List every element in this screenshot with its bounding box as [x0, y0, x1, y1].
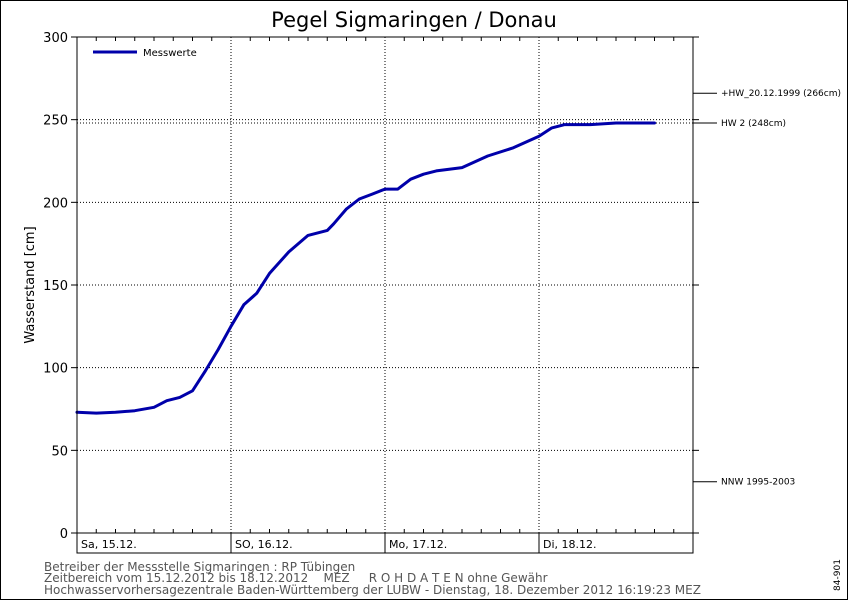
data-point: [178, 396, 181, 399]
data-point: [512, 146, 515, 149]
plot-border: [76, 36, 694, 534]
data-point: [396, 187, 399, 191]
y-axis: 0 50 100 150 200 250 300: [43, 31, 699, 542]
y-tick-label-0: 0: [60, 527, 68, 542]
y-tick-label-250: 250: [43, 114, 68, 129]
data-point: [255, 292, 258, 295]
data-point: [358, 197, 361, 201]
reference-label-2: NNW 1995-2003: [721, 478, 795, 488]
legend-label-messwerte: Messwerte: [143, 48, 197, 59]
data-point: [306, 234, 310, 237]
chart-title: Pegel Sigmaringen / Donau: [271, 8, 557, 32]
data-point: [589, 123, 592, 126]
data-point: [332, 222, 335, 225]
y-tick-label-150: 150: [43, 279, 68, 294]
data-point: [460, 166, 464, 169]
data-point: [95, 411, 98, 415]
day-band: [76, 532, 694, 554]
grid: [77, 37, 693, 553]
data-point: [422, 173, 425, 176]
data-point: [614, 121, 618, 125]
data-point: [486, 154, 489, 158]
data-point: [537, 135, 541, 138]
footer-operator: Betreiber der Messstelle Sigmaringen : R…: [44, 560, 355, 574]
x-day-label-0: Sa, 15.12.: [81, 538, 137, 551]
data-point: [409, 178, 412, 181]
data-point: [191, 389, 194, 392]
reference-label-1: HW 2 (248cm): [721, 119, 786, 129]
data-point: [287, 250, 290, 254]
x-day-label-2: Mo, 17.12.: [389, 538, 447, 551]
data-point: [133, 409, 136, 412]
reference-lines: +HW_20.12.1999 (266cm) HW 2 (248cm) NNW 19…: [77, 89, 841, 488]
data-point: [242, 303, 245, 306]
data-point: [229, 325, 233, 328]
side-code: 84-901: [833, 559, 843, 591]
y-tick-label-100: 100: [43, 362, 68, 377]
data-point: [114, 411, 117, 414]
series-line-0: [75, 121, 656, 415]
data-point: [165, 399, 168, 402]
data-point: [204, 369, 207, 373]
y-tick-label-50: 50: [51, 444, 68, 459]
data-point: [217, 348, 220, 351]
data-point: [653, 121, 656, 125]
data-point: [152, 406, 156, 409]
data-point: [345, 207, 348, 211]
data-point: [563, 123, 566, 126]
data-point: [640, 121, 643, 125]
legend: Messwerte: [93, 48, 197, 59]
data-point: [371, 192, 374, 196]
data-point: [550, 126, 553, 130]
y-tick-label-200: 200: [43, 196, 68, 211]
reference-label-0: +HW_20.12.1999 (266cm): [721, 89, 841, 99]
y-axis-label: Wasserstand [cm]: [23, 226, 38, 343]
y-tick-label-300: 300: [43, 31, 68, 46]
footer-provider: Hochwasservorhersagezentrale Baden-Württ…: [44, 583, 701, 597]
footer-time-range: Zeitbereich vom 15.12.2012 bis 18.12.201…: [44, 571, 548, 585]
data-point: [326, 229, 329, 232]
x-day-label-1: SO, 16.12.: [235, 538, 293, 551]
x-day-label-3: Di, 18.12.: [543, 538, 597, 551]
data-point: [268, 272, 271, 275]
x-axis: Sa, 15.12. SO, 16.12. Mo, 17.12. Di, 18.12.: [81, 37, 675, 553]
data-point: [435, 169, 438, 173]
series-lines: [75, 121, 656, 415]
data-point: [383, 187, 387, 191]
